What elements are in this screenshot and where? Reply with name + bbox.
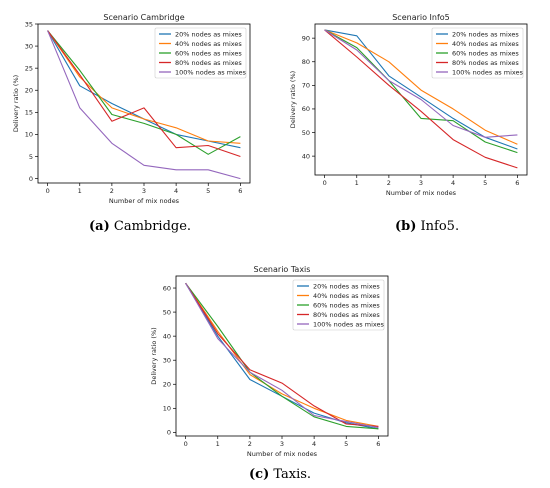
y-tick-label: 90 <box>302 34 310 42</box>
series-line-3 <box>324 29 518 154</box>
caption-letter: (c) <box>249 467 270 482</box>
plot-cambridge: Scenario Cambridge 0 1 2 3 4 5 6 0 5 10 15 20 25 30 35 N… <box>12 13 251 205</box>
y-axis-label: Delivery ratio (%) <box>150 327 158 384</box>
y-tick-label: 70 <box>302 82 310 90</box>
legend-label: 80% nodes as mixes <box>313 311 380 319</box>
legend-label: 80% nodes as mixes <box>452 59 519 67</box>
chart-title: Scenario Taxis <box>254 265 311 274</box>
x-tick-label: 2 <box>387 179 391 187</box>
x-tick-label: 2 <box>248 440 252 448</box>
series-line-3 <box>185 282 379 430</box>
y-tick-label: 10 <box>25 131 33 139</box>
legend-label: 40% nodes as mixes <box>452 40 519 48</box>
x-tick-label: 3 <box>142 187 146 195</box>
x-tick-label: 5 <box>344 440 348 448</box>
x-tick-label: 5 <box>483 179 487 187</box>
y-tick-label: 35 <box>25 20 33 28</box>
chart-title: Scenario Cambridge <box>103 13 184 22</box>
x-tick-label: 1 <box>216 440 220 448</box>
caption-letter: (a) <box>89 219 110 234</box>
x-tick-label: 4 <box>312 440 316 448</box>
series-line-2 <box>185 282 379 427</box>
legend-label: 100% nodes as mixes <box>175 68 247 76</box>
y-tick-label: 30 <box>163 357 171 365</box>
legend-box <box>154 27 247 79</box>
caption-info5: (b) Info5. <box>395 219 459 234</box>
x-tick-label: 3 <box>280 440 284 448</box>
y-tick-label: 10 <box>163 405 171 413</box>
legend-label: 20% nodes as mixes <box>175 30 242 38</box>
series-line-5 <box>185 282 379 429</box>
legend-label: 60% nodes as mixes <box>452 49 519 57</box>
series-line-4 <box>47 30 241 158</box>
caption-text: Taxis. <box>269 467 312 482</box>
legend-label: 40% nodes as mixes <box>175 40 242 48</box>
caption-taxis: (c) Taxis. <box>249 467 311 482</box>
y-axis-label: Delivery ratio (%) <box>289 71 297 128</box>
legend: 20% nodes as mixes 40% nodes as mixes60% … <box>431 27 524 79</box>
y-tick-label: 60 <box>302 105 310 113</box>
x-tick-label: 3 <box>419 179 423 187</box>
x-tick-label: 0 <box>184 440 188 448</box>
plot-info5: Scenario Info5 0 1 2 3 4 5 6 40 50 60 70 80 90 Number … <box>289 13 528 197</box>
y-tick-label: 80 <box>302 58 310 66</box>
caption-cambridge: (a) Cambridge. <box>89 219 191 234</box>
legend-label: 40% nodes as mixes <box>313 292 380 300</box>
series-line-5 <box>47 30 241 180</box>
legend-label: 100% nodes as mixes <box>313 320 385 328</box>
legend-label: 60% nodes as mixes <box>313 301 380 309</box>
y-tick-label: 40 <box>302 152 310 160</box>
series-line-2 <box>324 29 518 145</box>
series-line-4 <box>324 29 518 169</box>
chart-title: Scenario Info5 <box>392 13 450 22</box>
x-tick-label: 6 <box>515 179 519 187</box>
caption-text: Cambridge. <box>109 219 192 234</box>
series-line-2 <box>47 30 241 144</box>
y-tick-label: 25 <box>25 64 33 72</box>
legend-label: 100% nodes as mixes <box>452 68 524 76</box>
y-tick-label: 50 <box>163 308 171 316</box>
legend-label: 80% nodes as mixes <box>175 59 242 67</box>
x-tick-label: 6 <box>376 440 380 448</box>
y-tick-label: 5 <box>29 153 33 161</box>
x-tick-label: 1 <box>78 187 82 195</box>
x-tick-label: 4 <box>174 187 178 195</box>
caption-text: Info5. <box>416 219 460 234</box>
series-line-3 <box>47 30 241 155</box>
y-tick-label: 50 <box>302 129 310 137</box>
y-tick-label: 0 <box>29 175 33 183</box>
y-tick-label: 60 <box>163 284 171 292</box>
series-line-4 <box>185 282 379 427</box>
series-line-5 <box>324 29 518 138</box>
legend-box <box>431 27 524 79</box>
x-axis-label: Number of mix nodes <box>247 450 318 458</box>
legend: 20% nodes as mixes 40% nodes as mixes60% … <box>154 27 247 79</box>
x-tick-label: 0 <box>323 179 327 187</box>
x-tick-label: 1 <box>355 179 359 187</box>
y-tick-label: 15 <box>25 109 33 117</box>
legend: 20% nodes as mixes 40% nodes as mixes60% … <box>292 279 385 331</box>
x-axis-label: Number of mix nodes <box>109 197 180 205</box>
x-tick-label: 0 <box>46 187 50 195</box>
x-tick-label: 2 <box>110 187 114 195</box>
x-tick-label: 4 <box>451 179 455 187</box>
legend-label: 20% nodes as mixes <box>452 30 519 38</box>
y-tick-label: 20 <box>163 381 171 389</box>
y-tick-label: 30 <box>25 42 33 50</box>
legend-box <box>292 279 385 331</box>
x-axis-label: Number of mix nodes <box>386 189 457 197</box>
y-tick-label: 20 <box>25 87 33 95</box>
y-tick-label: 0 <box>167 429 171 437</box>
caption-letter: (b) <box>395 219 417 234</box>
legend-label: 60% nodes as mixes <box>175 49 242 57</box>
y-axis-label: Delivery ratio (%) <box>12 75 20 132</box>
x-tick-label: 6 <box>238 187 242 195</box>
y-tick-label: 40 <box>163 332 171 340</box>
legend-label: 20% nodes as mixes <box>313 282 380 290</box>
x-tick-label: 5 <box>206 187 210 195</box>
